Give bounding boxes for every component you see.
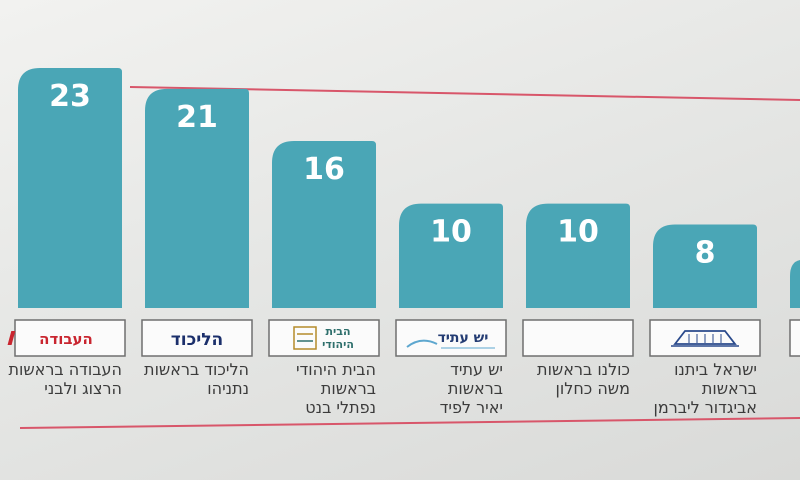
bars-group: 23 21 16 10 10 8 (18, 68, 800, 308)
bar (18, 68, 122, 308)
bar-value-label: 21 (176, 100, 218, 135)
avoda-logo-mark (7, 331, 16, 345)
party-label-line: הבית היהודי (296, 360, 376, 379)
party-label-line: אביגדור ליברמן (653, 398, 757, 417)
party-label-line: בראשות (702, 379, 757, 398)
likud-logo: הליכוד (171, 330, 223, 350)
beiteinu-roof-icon (673, 330, 737, 345)
yesh-atid-swoosh-icon (406, 339, 438, 348)
beit-yehudi-emblem-icon (293, 326, 317, 350)
bar-value-label: 10 (557, 215, 599, 250)
party-label-line: העבודה בראשות (8, 360, 122, 379)
bar-value-label: 10 (430, 215, 472, 250)
party-label-line: יאיר לפיד (440, 398, 503, 417)
likud-logo-box (141, 319, 253, 357)
bar (272, 141, 376, 308)
party-label-line: הליכוד בראשות (144, 360, 249, 379)
party-label-line: נתניהו (207, 379, 249, 398)
bottom-reference-line (19, 417, 800, 429)
bar-partial (790, 260, 800, 308)
avoda-logo: העבודה (39, 330, 93, 348)
avoda-logo-box (14, 319, 126, 357)
beit-yehudi-logo-line: הבית (325, 325, 350, 338)
party-label-line: בראשות (321, 379, 376, 398)
partial-logo-box (789, 319, 800, 357)
party-label-line: יש עתיד (450, 360, 503, 379)
yesh-atid-logo-box (395, 319, 507, 357)
beit-yehudi-logo-line: היהודי (322, 338, 354, 351)
yesh-atid-logo: יש עתיד (438, 330, 489, 346)
party-label-line: בראשות (448, 379, 503, 398)
party-label-line: נפתלי בנט (305, 398, 376, 417)
bar-value-label: 8 (695, 236, 716, 271)
party-label-line: הרצוג ולבני (44, 379, 122, 398)
kulanu-logo-box (522, 319, 634, 357)
bar-value-label: 16 (303, 152, 345, 187)
beit-yehudi-logo-box (268, 319, 380, 357)
bar (399, 203, 503, 308)
bar (526, 203, 630, 308)
bar (653, 224, 757, 308)
party-label-line: ישראל ביתנו (674, 360, 757, 379)
party-label-line: משה כחלון (556, 379, 630, 398)
party-label-line: כולנו בראשות (537, 360, 630, 379)
bar-value-label: 23 (49, 79, 91, 114)
bar (145, 88, 249, 308)
